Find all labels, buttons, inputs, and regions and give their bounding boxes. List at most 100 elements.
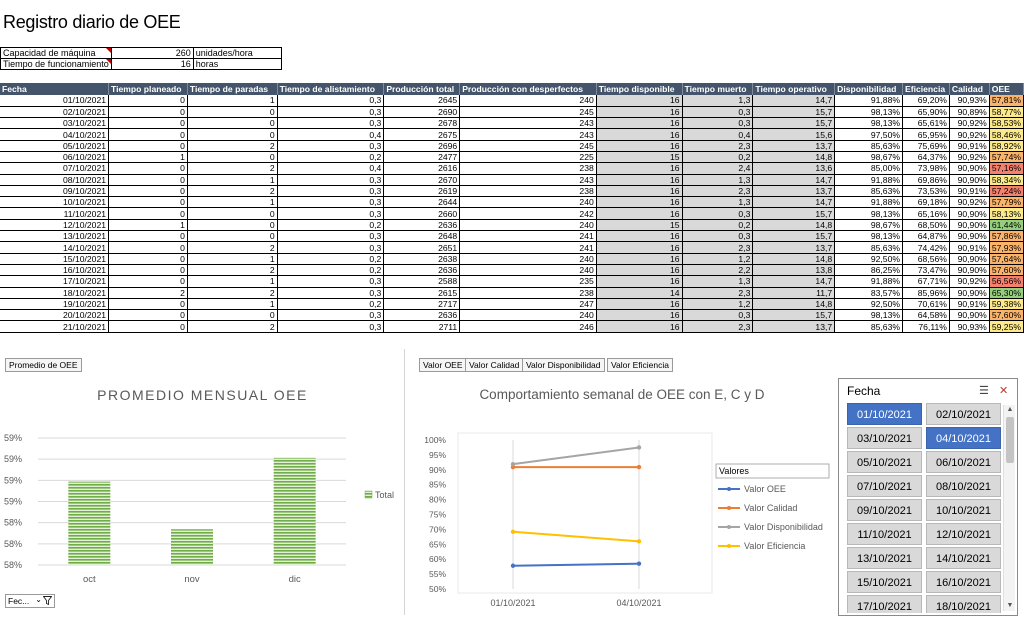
- table-cell[interactable]: 90,90%: [949, 230, 990, 243]
- table-cell[interactable]: 16: [596, 128, 683, 141]
- table-cell[interactable]: 238: [459, 185, 597, 198]
- table-cell[interactable]: 0: [108, 241, 188, 254]
- table-cell[interactable]: 240: [459, 95, 597, 107]
- table-cell[interactable]: 2717: [383, 298, 461, 311]
- table-cell[interactable]: 0,3: [277, 309, 385, 322]
- table-cell[interactable]: 15: [596, 151, 683, 164]
- info-value[interactable]: 16: [110, 58, 194, 70]
- table-cell[interactable]: 0: [187, 219, 278, 232]
- table-cell[interactable]: 14,7: [752, 196, 836, 209]
- table-cell[interactable]: 2696: [383, 140, 461, 152]
- table-cell[interactable]: 58,53%: [989, 117, 1024, 130]
- table-cell[interactable]: 2,3: [682, 140, 754, 152]
- table-cell[interactable]: 65,90%: [902, 106, 950, 119]
- table-cell[interactable]: 56,56%: [989, 275, 1024, 288]
- column-header[interactable]: Tiempo muerto: [682, 83, 754, 95]
- table-cell[interactable]: 16/10/2021: [0, 264, 110, 277]
- table-cell[interactable]: 2690: [383, 106, 461, 119]
- table-cell[interactable]: 11/10/2021: [0, 207, 110, 220]
- table-cell[interactable]: 0: [108, 275, 188, 288]
- table-cell[interactable]: 0,3: [277, 185, 385, 198]
- data-point[interactable]: [636, 445, 642, 450]
- table-cell[interactable]: 0,3: [277, 106, 385, 119]
- table-cell[interactable]: 0,3: [682, 309, 754, 322]
- slicer-scrollbar[interactable]: ▲ ▼: [1003, 405, 1015, 611]
- table-cell[interactable]: 12/10/2021: [0, 219, 110, 232]
- slicer-item[interactable]: 18/10/2021: [926, 595, 1001, 613]
- table-cell[interactable]: 58,46%: [989, 128, 1024, 141]
- table-cell[interactable]: 2675: [383, 128, 461, 141]
- table-cell[interactable]: 0: [187, 151, 278, 164]
- table-cell[interactable]: 57,16%: [989, 162, 1024, 175]
- table-cell[interactable]: 11,7: [752, 287, 836, 299]
- table-cell[interactable]: 91,88%: [834, 196, 903, 209]
- table-cell[interactable]: 2636: [383, 264, 461, 277]
- clear-filter-icon[interactable]: ✕: [999, 385, 1009, 397]
- table-cell[interactable]: 16: [596, 241, 683, 254]
- table-cell[interactable]: 59,38%: [989, 298, 1024, 311]
- table-cell[interactable]: 0,4: [682, 128, 754, 141]
- table-cell[interactable]: 2: [187, 320, 278, 333]
- series-line[interactable]: [512, 446, 640, 466]
- table-cell[interactable]: 13,7: [752, 140, 836, 152]
- field-button-promedio-oee[interactable]: Promedio de OEE: [5, 358, 82, 372]
- table-cell[interactable]: 240: [459, 309, 597, 322]
- table-cell[interactable]: 243: [459, 128, 597, 141]
- column-header[interactable]: Tiempo de paradas: [187, 83, 278, 95]
- table-cell[interactable]: 0,2: [277, 298, 385, 311]
- table-cell[interactable]: 1: [187, 174, 278, 186]
- column-header[interactable]: OEE: [989, 83, 1024, 95]
- table-cell[interactable]: 69,20%: [902, 95, 950, 107]
- table-cell[interactable]: 17/10/2021: [0, 275, 110, 288]
- table-cell[interactable]: 0: [108, 117, 188, 130]
- table-cell[interactable]: 1: [187, 196, 278, 209]
- table-cell[interactable]: 13,8: [752, 264, 836, 277]
- table-cell[interactable]: 58,34%: [989, 174, 1024, 186]
- table-cell[interactable]: 235: [459, 275, 597, 288]
- table-cell[interactable]: 02/10/2021: [0, 106, 110, 119]
- table-cell[interactable]: 1,2: [682, 253, 754, 265]
- legend-title-box[interactable]: [715, 463, 830, 479]
- table-cell[interactable]: 15: [596, 219, 683, 232]
- table-cell[interactable]: 73,98%: [902, 162, 950, 175]
- table-cell[interactable]: 240: [459, 219, 597, 232]
- table-cell[interactable]: 0: [187, 230, 278, 243]
- table-cell[interactable]: 0: [187, 106, 278, 119]
- table-cell[interactable]: 73,53%: [902, 185, 950, 198]
- table-cell[interactable]: 90,90%: [949, 162, 990, 175]
- table-cell[interactable]: 15,7: [752, 230, 836, 243]
- table-cell[interactable]: 16: [596, 174, 683, 186]
- table-cell[interactable]: 91,88%: [834, 275, 903, 288]
- table-cell[interactable]: 2: [187, 185, 278, 198]
- multi-select-icon[interactable]: ☰: [979, 385, 989, 397]
- table-cell[interactable]: 2660: [383, 207, 461, 220]
- table-cell[interactable]: 98,13%: [834, 230, 903, 243]
- table-cell[interactable]: 13,7: [752, 241, 836, 254]
- table-cell[interactable]: 225: [459, 151, 597, 164]
- table-cell[interactable]: 14,7: [752, 95, 836, 107]
- table-cell[interactable]: 16: [596, 185, 683, 198]
- table-cell[interactable]: 0: [108, 128, 188, 141]
- table-cell[interactable]: 86,25%: [834, 264, 903, 277]
- table-cell[interactable]: 85,96%: [902, 287, 950, 299]
- table-cell[interactable]: 16: [596, 275, 683, 288]
- table-cell[interactable]: 0,4: [277, 128, 385, 141]
- table-cell[interactable]: 13,7: [752, 320, 836, 333]
- table-cell[interactable]: 1,2: [682, 298, 754, 311]
- table-cell[interactable]: 13,6: [752, 162, 836, 175]
- table-cell[interactable]: 16: [596, 162, 683, 175]
- table-cell[interactable]: 0: [108, 185, 188, 198]
- data-point[interactable]: [510, 563, 516, 568]
- slicer-item[interactable]: 09/10/2021: [847, 499, 922, 521]
- table-cell[interactable]: 07/10/2021: [0, 162, 110, 175]
- table-cell[interactable]: 2678: [383, 117, 461, 130]
- table-cell[interactable]: 57,79%: [989, 196, 1024, 209]
- slicer-item[interactable]: 08/10/2021: [926, 475, 1001, 497]
- table-cell[interactable]: 0: [108, 253, 188, 265]
- table-cell[interactable]: 83,57%: [834, 287, 903, 299]
- table-cell[interactable]: 16: [596, 196, 683, 209]
- table-cell[interactable]: 16: [596, 117, 683, 130]
- table-cell[interactable]: 85,63%: [834, 140, 903, 152]
- table-cell[interactable]: 90,93%: [949, 320, 990, 333]
- table-cell[interactable]: 1,3: [682, 275, 754, 288]
